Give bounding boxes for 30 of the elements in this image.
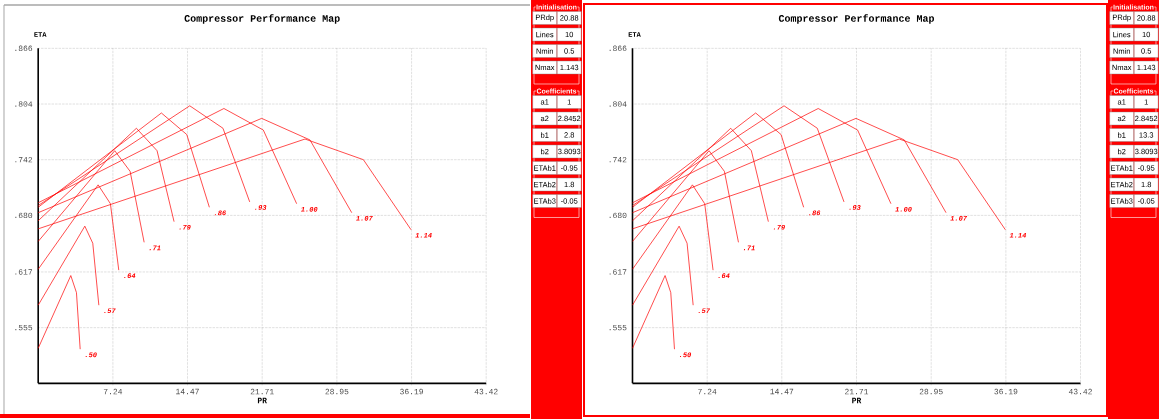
chart-title: Compressor Performance Map xyxy=(184,14,340,24)
x-tick-label: 43.42 xyxy=(474,388,498,395)
y-tick-label: .555 xyxy=(609,324,627,331)
x-axis-title: PR xyxy=(852,397,862,404)
y-tick-label: .804 xyxy=(609,101,627,107)
x-tick-label: 28.95 xyxy=(325,388,349,395)
x-tick-label: 28.95 xyxy=(919,388,943,395)
y-tick-label: .742 xyxy=(609,157,627,163)
x-tick-label: 7.24 xyxy=(103,388,123,395)
y-tick-label: .866 xyxy=(609,45,627,52)
x-tick-label: 43.42 xyxy=(1068,388,1092,395)
y-tick-label: .555 xyxy=(15,324,33,331)
chart-title: Compressor Performance Map xyxy=(778,14,935,24)
line-series xyxy=(37,275,81,350)
x-tick-label: 7.24 xyxy=(698,388,717,395)
y-tick-label: .617 xyxy=(609,269,627,275)
y-tick-label: .804 xyxy=(15,101,33,107)
y-tick-label: .680 xyxy=(15,212,33,219)
y-tick-label: .742 xyxy=(15,157,33,163)
y-tick-label: .617 xyxy=(15,269,33,275)
x-tick-label: 14.47 xyxy=(176,388,199,395)
line-series xyxy=(632,275,675,350)
y-tick-label: .866 xyxy=(15,45,33,52)
x-tick-label: 36.19 xyxy=(994,388,1018,395)
x-tick-label: 21.71 xyxy=(845,388,869,395)
x-tick-label: 36.19 xyxy=(400,388,424,395)
x-tick-label: 21.71 xyxy=(250,388,274,395)
x-axis-title: PR xyxy=(257,397,267,404)
x-tick-label: 14.47 xyxy=(770,388,794,395)
y-tick-label: .680 xyxy=(609,212,627,219)
